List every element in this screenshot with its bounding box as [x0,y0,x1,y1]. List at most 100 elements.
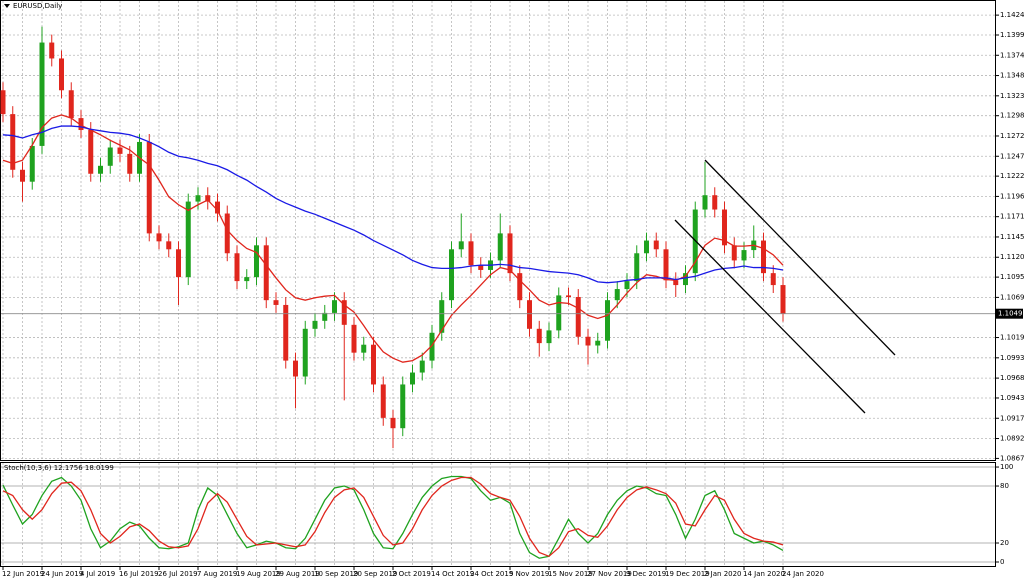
candle-body [312,320,318,329]
candle-body [20,169,25,182]
y-tick-label: 1.12725 [1000,132,1024,140]
x-tick-label: 19 Dec 2019 [665,570,710,578]
candle-body [127,153,133,174]
y-tick-label: 1.10190 [1000,334,1024,342]
candle-body [351,324,357,353]
candle-body [429,332,435,361]
candle-body [731,245,737,261]
candle-body [663,249,669,281]
chart-title: EURUSD,Daily [13,2,62,10]
candle-body [653,240,659,250]
y-tick-label: 1.09680 [1000,374,1024,382]
candle-body [410,372,415,385]
x-tick-label: 14 Jan 2020 [743,570,785,578]
candle-body [644,240,649,254]
x-tick-label: 10 Sep 2019 [314,570,358,578]
candle-body [98,165,103,174]
candle-body [770,273,776,286]
x-tick-label: 4 Jul 2019 [80,570,115,578]
candle-body [624,281,630,290]
candle-body [361,344,367,353]
candle-body [39,42,45,146]
candle-body [780,285,786,314]
candle-body [761,240,766,274]
x-tick-label: 24 Jun 2019 [41,570,83,578]
y-tick-label: 1.11455 [1000,233,1024,241]
price-panel [0,0,996,461]
y-tick-label: 1.13485 [1000,72,1024,80]
y-tick-label: 1.08920 [1000,435,1024,443]
candle-body [302,328,308,377]
candle-body [497,233,503,261]
stoch-line [2,475,784,559]
x-tick-label: 24 Oct 2019 [470,570,513,578]
candle-body [59,58,64,91]
candle-body [702,195,708,210]
candle-body [634,253,640,282]
candle-body [712,195,718,210]
y-tick-label: 80 [1000,482,1009,490]
x-tick-label: 15 Nov 2019 [548,570,593,578]
candle-body [536,328,542,344]
candle-body [546,330,552,344]
marks: 1.10490 [0,26,1024,559]
x-tick-label: 26 Jul 2019 [158,570,198,578]
stoch-title: Stoch(10,3,6) 12.1756 18.0199 [4,464,114,472]
y-tick-label: 20 [1000,539,1009,547]
trend-line [704,159,896,356]
candle-body [273,300,279,305]
candle-body [468,241,474,266]
moving-average [2,125,784,284]
candle-body [117,147,123,154]
y-tick-label: 1.11200 [1000,253,1024,261]
y-tick-label: 1.11965 [1000,192,1024,200]
candle-body [166,241,172,250]
candle-body [254,245,259,278]
y-tick-label: 0 [1000,558,1004,566]
candle-body [341,300,347,325]
title-arrow [4,4,10,8]
candle-body [88,130,94,174]
x-tick-label: 24 Jan 2020 [782,570,824,578]
y-tick-label: 1.10950 [1000,273,1024,281]
candle-body [10,114,16,170]
candle-body [390,417,396,429]
y-tick-label: 1.08670 [1000,454,1024,462]
candle-body [400,384,406,429]
y-tick-label: 1.13740 [1000,51,1024,59]
candle-body [595,340,601,346]
current-price-label: 1.10490 [998,310,1024,318]
candle-body [244,277,250,282]
x-tick-label: 19 Aug 2019 [236,570,281,578]
candle-body [585,336,591,346]
y-tick-label: 1.12470 [1000,152,1024,160]
moving-average [2,114,784,363]
stoch-line [2,476,784,558]
x-tick-label: 16 Jul 2019 [119,570,159,578]
trend-line [674,219,866,414]
candle-body [380,384,386,418]
x-tick-label: 14 Oct 2019 [431,570,474,578]
candle-body [507,233,513,274]
candle-body [575,296,581,337]
y-tick-label: 1.1323 [1000,92,1024,100]
candle-body [68,90,74,119]
x-tick-label: 7 Aug 2019 [197,570,237,578]
candle-body [614,289,620,301]
x-tick-label: 20 Sep 2019 [353,570,397,578]
y-tick-label: 1.10695 [1000,293,1024,301]
candle-body [283,304,289,361]
x-tick-label: 9 Dec 2019 [626,570,666,578]
candle-body [185,201,191,278]
x-tick-label: 2 Jan 2020 [704,570,742,578]
candle-body [673,280,679,286]
y-tick-label: 1.13995 [1000,31,1024,39]
candle-body [29,145,35,182]
candle-body [556,295,562,331]
y-tick-label: 1.09935 [1000,354,1024,362]
y-tick-label: 1.14245 [1000,11,1024,19]
candle-body [439,300,445,333]
candle-body [371,344,376,385]
